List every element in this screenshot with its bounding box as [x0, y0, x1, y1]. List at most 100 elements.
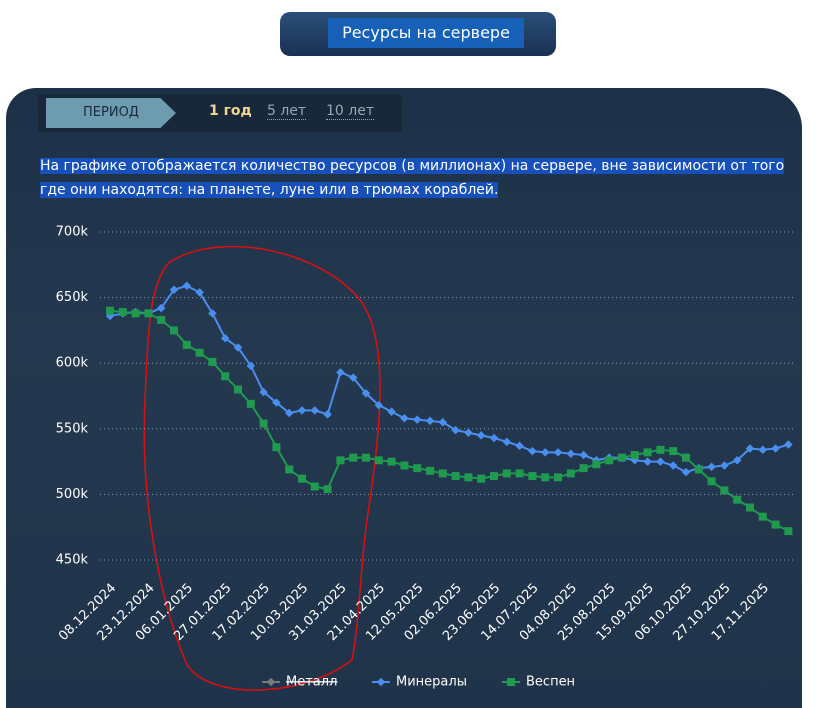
square-marker — [362, 453, 370, 462]
diamond-marker — [784, 440, 793, 449]
legend-label[interactable]: Минералы — [396, 675, 467, 690]
diamond-marker — [502, 437, 512, 447]
square-marker — [758, 512, 767, 521]
square-marker — [630, 451, 639, 460]
square-marker — [579, 464, 588, 473]
square-marker — [144, 309, 153, 318]
diamond-marker — [643, 457, 652, 466]
square-marker — [605, 456, 614, 465]
header-title: Ресурсы на сервере — [328, 18, 524, 48]
period-option[interactable]: 1 год — [209, 103, 252, 119]
diamond-marker — [476, 431, 486, 440]
diamond-marker — [297, 406, 307, 415]
legend-marker — [507, 678, 515, 686]
square-marker — [451, 472, 460, 481]
square-marker — [682, 453, 690, 462]
diamond-marker — [220, 334, 230, 343]
diamond-marker — [566, 449, 576, 458]
square-marker — [285, 465, 294, 474]
diamond-marker — [464, 428, 473, 437]
legend-marker — [376, 677, 386, 687]
square-marker — [208, 357, 217, 366]
diamond-marker — [425, 416, 435, 426]
diamond-marker — [169, 285, 179, 294]
square-marker — [784, 527, 793, 536]
diamond-marker — [540, 448, 550, 457]
diamond-marker — [553, 448, 563, 457]
square-marker — [246, 399, 255, 408]
diamond-marker — [681, 467, 691, 477]
square-marker — [259, 419, 268, 428]
square-marker — [413, 464, 422, 473]
square-marker — [541, 473, 550, 482]
square-marker — [438, 469, 447, 478]
square-marker — [234, 385, 242, 394]
diamond-marker — [182, 281, 192, 291]
square-marker — [349, 453, 358, 462]
diamond-marker — [438, 417, 448, 427]
diamond-marker — [668, 461, 678, 470]
square-marker — [771, 520, 780, 529]
square-marker — [746, 503, 754, 512]
square-marker — [464, 473, 473, 482]
legend-marker — [266, 677, 276, 687]
y-tick-label: 650k — [56, 290, 89, 305]
hand-drawn-circle — [143, 245, 381, 691]
diamond-marker — [387, 407, 396, 416]
diamond-marker — [579, 450, 588, 460]
diamond-marker — [720, 461, 729, 470]
diamond-marker — [156, 303, 166, 313]
square-marker — [221, 372, 230, 381]
y-tick-label: 600k — [56, 356, 89, 371]
diamond-marker — [515, 441, 524, 451]
square-marker — [298, 474, 306, 483]
square-marker — [426, 466, 434, 475]
period-option[interactable]: 10 лет — [326, 103, 374, 120]
diamond-marker — [771, 444, 780, 453]
diamond-marker — [758, 445, 768, 455]
diamond-marker — [400, 414, 409, 423]
square-marker — [554, 473, 562, 482]
diamond-marker — [348, 373, 358, 382]
square-marker — [643, 448, 652, 457]
diamond-marker — [656, 457, 665, 466]
diamond-marker — [284, 408, 294, 418]
square-marker — [490, 472, 498, 481]
diamond-marker — [451, 425, 460, 435]
square-marker — [669, 447, 678, 456]
period-option[interactable]: 5 лет — [267, 103, 307, 120]
diamond-marker — [336, 368, 345, 377]
legend-label[interactable]: Металл — [286, 675, 337, 690]
diamond-marker — [323, 410, 332, 419]
square-marker — [118, 308, 127, 317]
square-marker — [170, 326, 178, 335]
diamond-marker — [412, 415, 422, 424]
period-label: ПЕРИОД — [46, 98, 176, 128]
square-marker — [656, 445, 665, 454]
square-marker — [515, 469, 524, 478]
square-marker — [374, 456, 383, 465]
y-tick-label: 500k — [56, 487, 89, 502]
square-marker — [195, 348, 204, 357]
diamond-marker — [208, 309, 217, 318]
diamond-marker — [233, 343, 243, 352]
diamond-marker — [195, 288, 204, 297]
series-line — [109, 309, 789, 533]
square-marker — [707, 477, 716, 486]
diamond-marker — [310, 406, 320, 415]
square-marker — [694, 465, 703, 474]
square-marker — [733, 495, 742, 504]
square-marker — [272, 443, 281, 452]
square-marker — [182, 340, 191, 349]
legend-label[interactable]: Веспен — [526, 675, 575, 690]
diamond-marker — [707, 462, 716, 472]
square-marker — [400, 461, 409, 470]
y-tick-label: 550k — [56, 421, 89, 436]
square-marker — [336, 456, 345, 465]
square-marker — [592, 460, 601, 469]
description: На графике отображается количество ресур… — [40, 154, 800, 202]
square-marker — [106, 306, 114, 315]
diamond-marker — [745, 444, 755, 453]
square-marker — [528, 472, 537, 481]
